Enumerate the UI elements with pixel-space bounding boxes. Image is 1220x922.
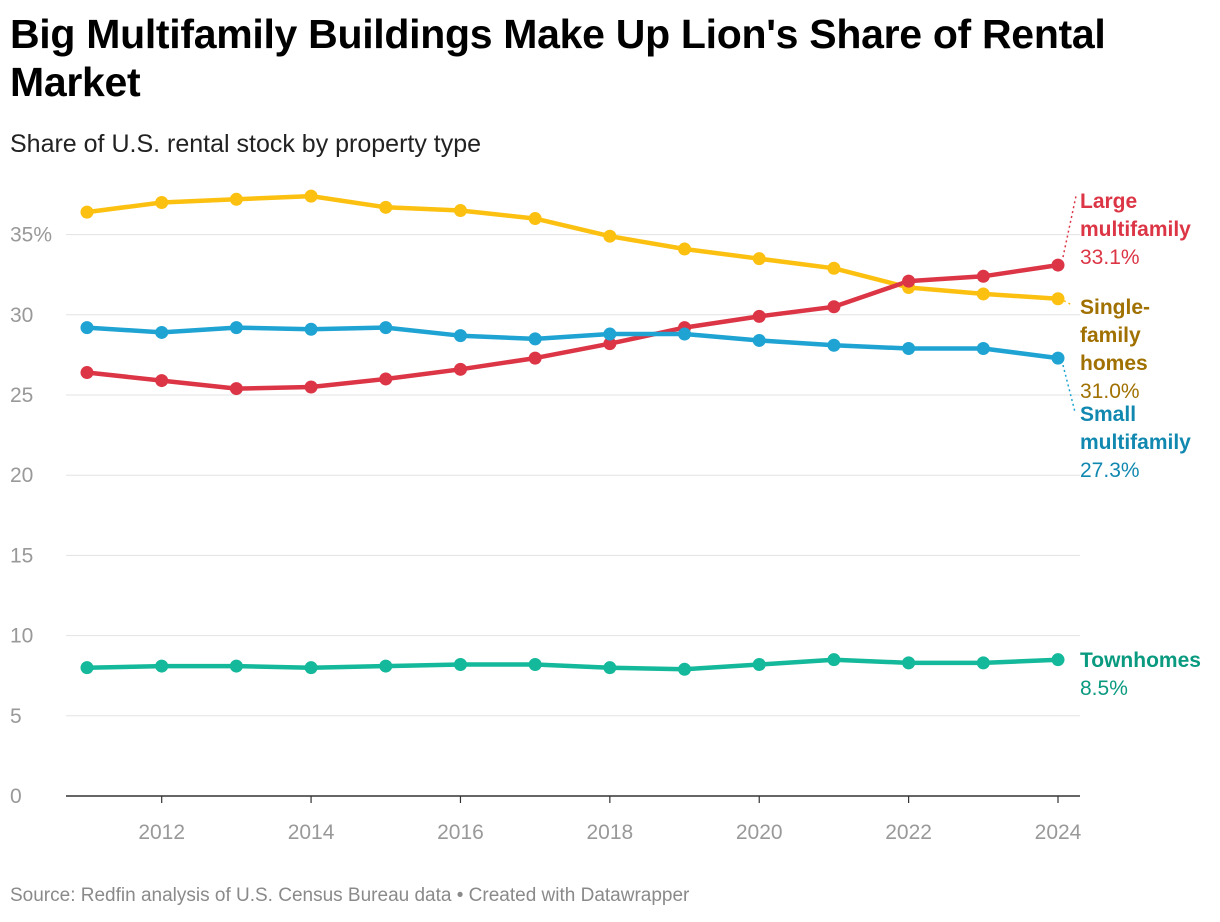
chart-source: Source: Redfin analysis of U.S. Census B… <box>10 885 690 906</box>
data-point-townhomes <box>155 659 169 673</box>
data-point-small-multifamily <box>752 333 766 347</box>
data-point-single-family-homes <box>304 189 318 203</box>
chart-subtitle: Share of U.S. rental stock by property t… <box>10 130 482 158</box>
data-point-single-family-homes <box>752 252 766 266</box>
y-tick-label: 25 <box>10 384 33 407</box>
data-point-single-family-homes <box>229 192 243 206</box>
data-point-large-multifamily <box>752 309 766 323</box>
y-tick-label: 0 <box>10 785 22 808</box>
data-point-small-multifamily <box>528 332 542 346</box>
data-point-small-multifamily <box>976 341 990 355</box>
data-point-large-multifamily <box>528 351 542 365</box>
data-point-small-multifamily <box>229 321 243 335</box>
data-point-townhomes <box>827 653 841 667</box>
data-point-single-family-homes <box>453 204 467 218</box>
data-point-small-multifamily <box>453 329 467 343</box>
data-point-townhomes <box>304 661 318 675</box>
data-point-single-family-homes <box>976 287 990 301</box>
series-end-value-townhomes: 8.5% <box>1080 677 1128 700</box>
data-point-large-multifamily <box>80 366 94 380</box>
label-leader-small-multifamily <box>1062 364 1076 413</box>
series-label-single-family-homes: family <box>1080 324 1141 347</box>
x-tick-label: 2014 <box>288 821 335 844</box>
data-point-single-family-homes <box>80 205 94 219</box>
data-point-townhomes <box>80 661 94 675</box>
data-point-townhomes <box>1051 653 1065 667</box>
y-tick-label: 10 <box>10 625 33 648</box>
data-point-townhomes <box>976 656 990 670</box>
data-point-single-family-homes <box>379 200 393 214</box>
data-point-small-multifamily <box>827 338 841 352</box>
y-tick-label: 35% <box>10 224 52 247</box>
series-label-townhomes: Townhomes <box>1080 649 1201 672</box>
data-point-townhomes <box>678 662 692 676</box>
series-label-large-multifamily: Large <box>1080 190 1137 213</box>
series-label-small-multifamily: Small <box>1080 403 1136 426</box>
data-point-small-multifamily <box>902 341 916 355</box>
series-line-small-multifamily <box>84 325 1061 361</box>
x-tick-label: 2022 <box>885 821 932 844</box>
series-label-large-multifamily: multifamily <box>1080 218 1191 241</box>
data-point-townhomes <box>379 659 393 673</box>
series-line-large-multifamily <box>84 262 1061 391</box>
data-point-single-family-homes <box>827 261 841 275</box>
data-point-large-multifamily <box>379 372 393 386</box>
data-point-single-family-homes <box>1051 292 1065 306</box>
data-point-small-multifamily <box>304 322 318 336</box>
series-label-single-family-homes: Single- <box>1080 296 1150 319</box>
chart-title: Big Multifamily Buildings Make Up Lion's… <box>10 11 1106 105</box>
x-tick-label: 2012 <box>138 821 185 844</box>
data-point-small-multifamily <box>80 321 94 335</box>
data-point-small-multifamily <box>155 325 169 339</box>
data-point-small-multifamily <box>1051 351 1065 365</box>
data-point-large-multifamily <box>827 300 841 314</box>
data-point-townhomes <box>528 657 542 671</box>
data-point-single-family-homes <box>528 212 542 226</box>
data-point-large-multifamily <box>229 382 243 396</box>
series-end-value-single-family-homes: 31.0% <box>1080 380 1140 403</box>
data-point-large-multifamily <box>902 274 916 288</box>
data-point-townhomes <box>752 657 766 671</box>
x-tick-label: 2016 <box>437 821 484 844</box>
label-leader-large-multifamily <box>1062 195 1077 258</box>
data-point-single-family-homes <box>155 196 169 210</box>
series-label-small-multifamily: multifamily <box>1080 431 1191 454</box>
data-point-large-multifamily <box>976 269 990 283</box>
data-point-small-multifamily <box>379 321 393 335</box>
data-point-single-family-homes <box>603 229 617 243</box>
series-end-value-small-multifamily: 27.3% <box>1080 459 1140 482</box>
label-leader-single-family-homes <box>1063 300 1073 306</box>
data-point-single-family-homes <box>678 242 692 256</box>
y-tick-label: 30 <box>10 304 33 327</box>
y-tick-label: 20 <box>10 464 33 487</box>
data-point-large-multifamily <box>603 337 617 351</box>
data-point-large-multifamily <box>453 362 467 376</box>
data-point-townhomes <box>453 657 467 671</box>
x-tick-label: 2020 <box>736 821 783 844</box>
y-tick-label: 5 <box>10 705 22 728</box>
data-point-townhomes <box>229 659 243 673</box>
series-line-townhomes <box>84 657 1061 672</box>
series-end-value-large-multifamily: 33.1% <box>1080 246 1140 269</box>
data-point-large-multifamily <box>304 380 318 394</box>
data-point-townhomes <box>902 656 916 670</box>
series-label-single-family-homes: homes <box>1080 352 1148 375</box>
data-point-large-multifamily <box>155 374 169 388</box>
y-tick-label: 15 <box>10 544 33 567</box>
data-point-small-multifamily <box>678 327 692 341</box>
data-point-townhomes <box>603 661 617 675</box>
x-tick-label: 2024 <box>1035 821 1082 844</box>
data-point-small-multifamily <box>603 327 617 341</box>
x-tick-label: 2018 <box>586 821 633 844</box>
data-point-large-multifamily <box>1051 258 1065 272</box>
